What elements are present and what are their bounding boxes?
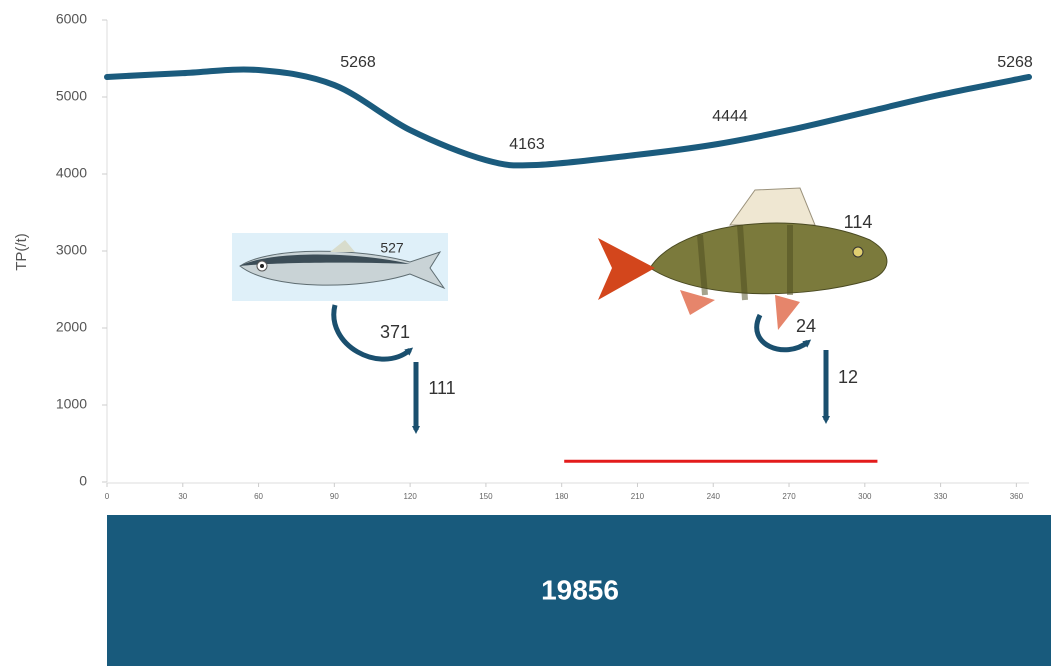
x-tick-label: 90 [330,492,339,501]
x-tick-label: 300 [858,492,872,501]
y-tick-label: 1000 [56,396,87,412]
y-tick-label: 0 [79,473,87,489]
annotation: 5268 [997,54,1033,71]
y-axis-label: TP(/t) [13,233,30,271]
herring-illustration [232,233,448,301]
annotation: 4444 [712,108,748,125]
annotation: 12 [838,367,858,387]
x-tick-label: 150 [479,492,493,501]
annotation: 111 [428,378,455,398]
annotation: 4163 [509,136,545,153]
y-tick-label: 6000 [56,11,87,27]
x-tick-label: 60 [254,492,263,501]
annotation: 114 [844,212,873,232]
annotation: 371 [380,322,410,342]
x-tick-label: 120 [403,492,417,501]
x-tick-label: 330 [934,492,948,501]
y-tick-label: 3000 [56,242,87,258]
x-tick-label: 360 [1010,492,1024,501]
x-tick-label: 270 [782,492,796,501]
perch-illustration [598,188,887,330]
y-tick-label: 2000 [56,319,87,335]
x-tick-label: 30 [178,492,187,501]
x-tick-label: 0 [105,492,110,501]
x-tick-label: 240 [707,492,721,501]
total-label: 19856 [541,574,619,605]
annotation: 24 [796,316,816,336]
y-tick-label: 4000 [56,165,87,181]
x-tick-label: 180 [555,492,569,501]
chart: TP(/t) 0 1000 2000 3000 4000 5000 6000 0 30 60 90 1… [0,0,1051,666]
data-line [107,69,1029,165]
annotation: 5268 [340,54,376,71]
y-tick-label: 5000 [56,88,87,104]
annotation: 527 [380,240,404,256]
x-tick-label: 210 [631,492,645,501]
